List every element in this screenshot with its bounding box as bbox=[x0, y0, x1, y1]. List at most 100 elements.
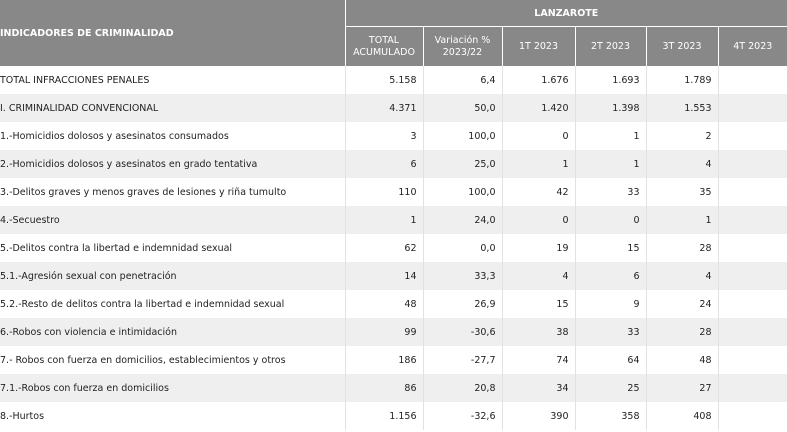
col-2t: 2T 2023 bbox=[575, 26, 647, 66]
cell-3t: 24 bbox=[646, 290, 719, 318]
cell-variation: 25,0 bbox=[423, 150, 503, 178]
region-header: LANZAROTE bbox=[345, 0, 787, 27]
cell-2t: 33 bbox=[575, 178, 647, 206]
cell-2t: 33 bbox=[575, 318, 647, 346]
cell-1t: 4 bbox=[502, 262, 576, 290]
cell-variation: -30,6 bbox=[423, 318, 503, 346]
cell-2t: 0 bbox=[575, 206, 647, 234]
cell-total: 1 bbox=[345, 206, 424, 234]
cell-variation: -27,7 bbox=[423, 346, 503, 374]
cell-4t bbox=[718, 206, 787, 234]
cell-2t: 1 bbox=[575, 150, 647, 178]
cell-total: 48 bbox=[345, 290, 424, 318]
cell-2t: 15 bbox=[575, 234, 647, 262]
cell-2t: 1.693 bbox=[575, 66, 647, 94]
cell-4t bbox=[718, 374, 787, 402]
cell-variation: -32,6 bbox=[423, 402, 503, 430]
table-row: TOTAL INFRACCIONES PENALES 5.158 6,4 1.676 1… bbox=[0, 66, 787, 94]
cell-variation: 0,0 bbox=[423, 234, 503, 262]
row-label: 5.1.-Agresión sexual con penetración bbox=[0, 262, 346, 290]
cell-variation: 26,9 bbox=[423, 290, 503, 318]
cell-3t: 48 bbox=[646, 346, 719, 374]
cell-total: 110 bbox=[345, 178, 424, 206]
cell-total: 99 bbox=[345, 318, 424, 346]
cell-2t: 9 bbox=[575, 290, 647, 318]
cell-2t: 64 bbox=[575, 346, 647, 374]
table-row: I. CRIMINALIDAD CONVENCIONAL 4.371 50,0 1.4… bbox=[0, 94, 787, 122]
cell-4t bbox=[718, 346, 787, 374]
cell-3t: 4 bbox=[646, 262, 719, 290]
row-label: 2.-Homicidios dolosos y asesinatos en gr… bbox=[0, 150, 346, 178]
col-total: TOTAL ACUMULADO bbox=[345, 26, 424, 66]
cell-4t bbox=[718, 122, 787, 150]
table-row: 3.-Delitos graves y menos graves de lesi… bbox=[0, 178, 787, 206]
cell-variation: 6,4 bbox=[423, 66, 503, 94]
cell-1t: 390 bbox=[502, 402, 576, 430]
cell-total: 3 bbox=[345, 122, 424, 150]
col-3t: 3T 2023 bbox=[646, 26, 719, 66]
cell-1t: 38 bbox=[502, 318, 576, 346]
row-label: 3.-Delitos graves y menos graves de lesi… bbox=[0, 178, 346, 206]
table-row: 6.-Robos con violencia e intimidación 99-… bbox=[0, 318, 787, 346]
cell-3t: 27 bbox=[646, 374, 719, 402]
cell-4t bbox=[718, 262, 787, 290]
cell-variation: 100,0 bbox=[423, 178, 503, 206]
col-variation: Variación % 2023/22 bbox=[423, 26, 503, 66]
cell-1t: 15 bbox=[502, 290, 576, 318]
cell-total: 14 bbox=[345, 262, 424, 290]
table-row: 7.1.-Robos con fuerza en domicilios 86 20,… bbox=[0, 374, 787, 402]
cell-4t bbox=[718, 318, 787, 346]
cell-1t: 34 bbox=[502, 374, 576, 402]
row-label: 5.2.-Resto de delitos contra la libertad… bbox=[0, 290, 346, 318]
cell-3t: 408 bbox=[646, 402, 719, 430]
cell-4t bbox=[718, 178, 787, 206]
table-row: 5.-Delitos contra la libertad e indemnid… bbox=[0, 234, 787, 262]
indicator-header: INDICADORES DE CRIMINALIDAD bbox=[0, 0, 346, 66]
table-row: 8.-Hurtos 1.156 -32,6 390 358 408 bbox=[0, 402, 787, 430]
cell-total: 4.371 bbox=[345, 94, 424, 122]
row-label: 7.- Robos con fuerza en domicilios, esta… bbox=[0, 346, 346, 374]
cell-total: 186 bbox=[345, 346, 424, 374]
table-row: 4.-Secuestro 1 24,0 0 0 1 bbox=[0, 206, 787, 234]
cell-variation: 50,0 bbox=[423, 94, 503, 122]
table-row: 5.2.-Resto de delitos contra la libertad… bbox=[0, 290, 787, 318]
cell-4t bbox=[718, 234, 787, 262]
cell-3t: 1.789 bbox=[646, 66, 719, 94]
cell-3t: 28 bbox=[646, 318, 719, 346]
cell-3t: 35 bbox=[646, 178, 719, 206]
cell-2t: 6 bbox=[575, 262, 647, 290]
cell-3t: 28 bbox=[646, 234, 719, 262]
cell-2t: 1.398 bbox=[575, 94, 647, 122]
cell-variation: 33,3 bbox=[423, 262, 503, 290]
cell-2t: 1 bbox=[575, 122, 647, 150]
cell-1t: 42 bbox=[502, 178, 576, 206]
row-label: I. CRIMINALIDAD CONVENCIONAL bbox=[0, 94, 346, 122]
cell-1t: 74 bbox=[502, 346, 576, 374]
cell-3t: 2 bbox=[646, 122, 719, 150]
table-row: 5.1.-Agresión sexual con penetración 14 33… bbox=[0, 262, 787, 290]
cell-1t: 19 bbox=[502, 234, 576, 262]
cell-variation: 20,8 bbox=[423, 374, 503, 402]
cell-3t: 4 bbox=[646, 150, 719, 178]
cell-total: 5.158 bbox=[345, 66, 424, 94]
cell-1t: 1.420 bbox=[502, 94, 576, 122]
cell-4t bbox=[718, 66, 787, 94]
cell-1t: 0 bbox=[502, 122, 576, 150]
cell-4t bbox=[718, 94, 787, 122]
row-label: 6.-Robos con violencia e intimidación bbox=[0, 318, 346, 346]
table-row: 7.- Robos con fuerza en domicilios, esta… bbox=[0, 346, 787, 374]
cell-2t: 25 bbox=[575, 374, 647, 402]
cell-total: 1.156 bbox=[345, 402, 424, 430]
row-label: 5.-Delitos contra la libertad e indemnid… bbox=[0, 234, 346, 262]
cell-1t: 1 bbox=[502, 150, 576, 178]
row-label: 7.1.-Robos con fuerza en domicilios bbox=[0, 374, 346, 402]
table-row: 1.-Homicidios dolosos y asesinatos consu… bbox=[0, 122, 787, 150]
col-4t: 4T 2023 bbox=[718, 26, 787, 66]
cell-3t: 1.553 bbox=[646, 94, 719, 122]
row-label: 8.-Hurtos bbox=[0, 402, 346, 430]
row-label: TOTAL INFRACCIONES PENALES bbox=[0, 66, 346, 94]
cell-variation: 100,0 bbox=[423, 122, 503, 150]
cell-total: 62 bbox=[345, 234, 424, 262]
row-label: 4.-Secuestro bbox=[0, 206, 346, 234]
